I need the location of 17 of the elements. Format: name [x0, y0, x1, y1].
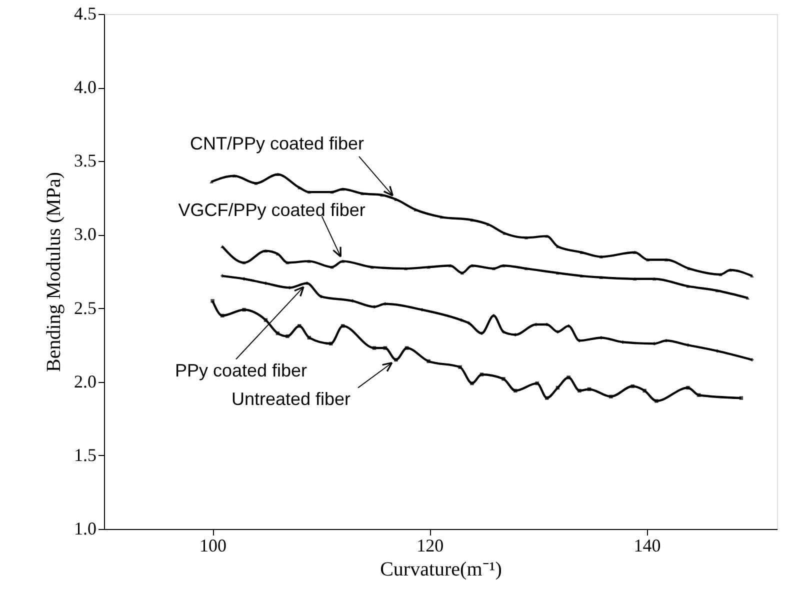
- y-tick-label: 4.5: [74, 4, 96, 24]
- x-tick-label: 100: [200, 536, 227, 556]
- y-tick-label: 1.0: [74, 518, 96, 538]
- y-tick-label: 3.5: [74, 150, 96, 171]
- text: VGCF/PPy coated fiber: [178, 200, 366, 220]
- text: PPy coated fiber: [174, 360, 308, 380]
- series-label: CNT/PPy coated fiber: [190, 133, 364, 154]
- text: Untreated fiber: [231, 388, 351, 409]
- y-tick-label: 2.0: [74, 371, 96, 392]
- x-tick-label: 120: [416, 536, 444, 556]
- x-axis-title: Curvature(m⁻¹): [380, 558, 502, 580]
- y-tick-label: 3.0: [74, 224, 96, 244]
- x-tick-label: 140: [634, 536, 661, 556]
- y-axis-title: Bending Modulus (MPa): [43, 172, 65, 372]
- y-tick-label: 1.5: [74, 444, 96, 465]
- y-tick-label: 2.5: [74, 298, 96, 318]
- y-tick-label: 4.0: [74, 77, 96, 98]
